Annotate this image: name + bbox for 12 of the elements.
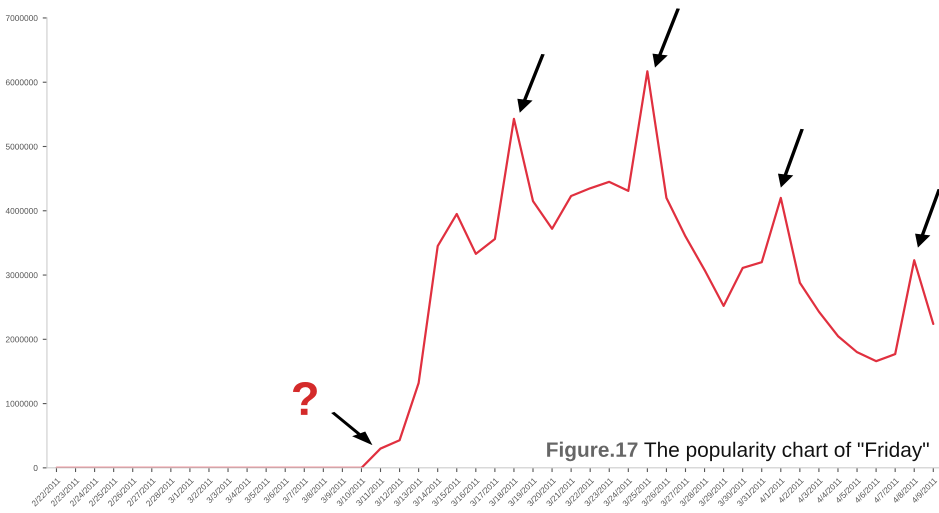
line-series [55, 70, 934, 468]
y-tick-label: 4000000 [6, 208, 38, 214]
y-tick-label: 0 [34, 465, 38, 471]
y-tick-label: 3000000 [6, 272, 38, 278]
annotation: The popularity chart of "Friday" [644, 442, 929, 462]
annotation: ? [292, 382, 317, 415]
y-tick-label: 5000000 [6, 144, 38, 150]
y-tick-label: 7000000 [6, 15, 38, 22]
y-tick-label: 6000000 [6, 79, 38, 86]
annotation: Figure.17 [547, 442, 638, 462]
y-tick-label: 2000000 [6, 336, 38, 342]
y-tick-label: 1000000 [6, 400, 38, 407]
